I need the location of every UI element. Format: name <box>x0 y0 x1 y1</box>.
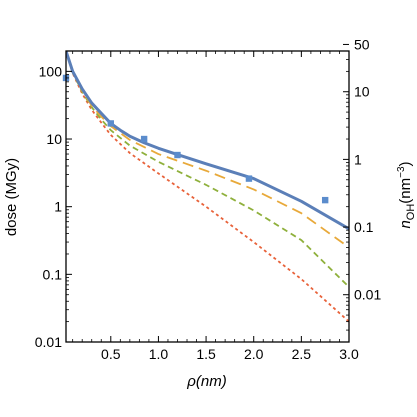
data-point <box>140 135 148 143</box>
data-point <box>321 196 329 204</box>
y2-tick-label: 0.1 <box>354 219 374 235</box>
plot-frame <box>65 50 350 343</box>
y2-label-close: ) <box>397 161 414 166</box>
y-tick-label: 0.1 <box>43 266 63 282</box>
series-line-2 <box>66 51 349 249</box>
points-layer <box>62 74 329 204</box>
y2-tick-label: 0.01 <box>354 287 381 303</box>
y-tick-label: 10 <box>46 131 62 147</box>
y2-label-exp: −3 <box>396 166 407 178</box>
y2-tick-label: 1 <box>354 151 362 167</box>
y2-label-sub: OH <box>405 204 417 221</box>
y-tick-label: 0.01 <box>35 334 62 350</box>
y2-tick-label: 50 <box>354 36 370 52</box>
y-axis-label: dose (MGy) <box>3 158 20 236</box>
data-point <box>245 175 253 182</box>
data-point <box>107 120 114 127</box>
data-point <box>174 151 181 159</box>
y2-tick-label: 10 <box>354 84 370 100</box>
y2-label-unit: (nm <box>397 178 414 204</box>
x-tick-label: 1.5 <box>196 346 216 362</box>
y-tick-label: 100 <box>39 63 63 79</box>
series-line-1 <box>66 51 349 231</box>
y2-label-base: n <box>397 220 414 228</box>
x-tick-label: 2.5 <box>292 346 312 362</box>
x-tick-label: 2.0 <box>244 346 264 362</box>
y-tick-label: 1 <box>54 199 62 215</box>
ticks-layer: 0.5 1.0 1.5 2.0 2.5 3.0 0.01 0.1 1 10 100 0.01 0.1 1 1… <box>35 36 382 362</box>
x-axis-label: ρ(nm) <box>186 373 226 390</box>
series-line-3 <box>66 51 349 288</box>
y2-axis-label: nOH(nm−3) <box>396 161 417 228</box>
series-layer <box>66 51 349 323</box>
x-tick-label: 1.0 <box>149 346 169 362</box>
series-line-4 <box>66 51 349 323</box>
x-tick-label: 0.5 <box>101 346 121 362</box>
x-tick-label: 3.0 <box>339 346 359 362</box>
